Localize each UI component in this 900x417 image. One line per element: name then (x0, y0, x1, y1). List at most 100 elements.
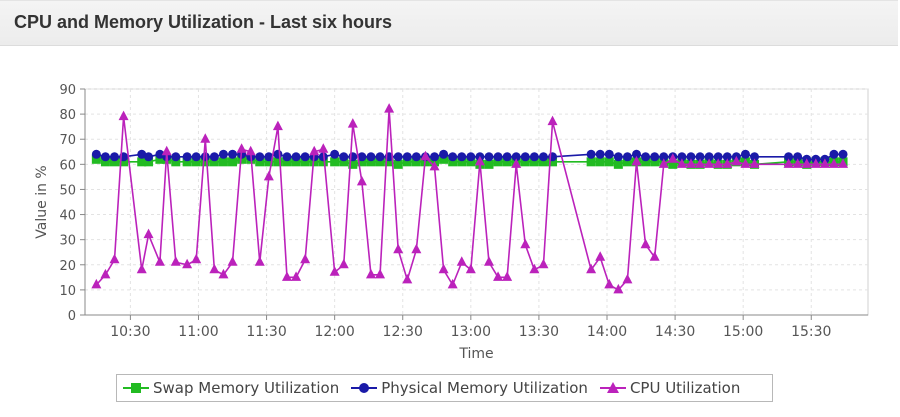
swap-data-point (393, 159, 403, 169)
x-tick-label: 13:00 (451, 324, 491, 340)
swap-data-point (411, 157, 421, 167)
cpu-data-point (91, 278, 102, 289)
cpu-data-point (347, 118, 358, 128)
cpu-data-point (828, 158, 839, 168)
cpu-data-point (272, 120, 283, 131)
cpu-data-point (465, 263, 476, 274)
square-marker-icon (123, 383, 149, 393)
physical-data-point (686, 152, 696, 162)
cpu-data-point (502, 271, 513, 281)
cpu-data-point (329, 266, 340, 276)
swap-data-point (448, 157, 458, 167)
x-tick-label: 11:00 (178, 324, 218, 340)
swap-data-point (228, 157, 238, 167)
cpu-data-point (695, 158, 706, 168)
swap-data-point (595, 157, 605, 167)
physical-data-point (466, 152, 476, 162)
cpu-data-point (838, 158, 849, 168)
swap-data-point (255, 157, 265, 167)
swap-data-point (237, 154, 247, 164)
physical-data-point (722, 152, 732, 162)
cpu-data-point (161, 145, 172, 156)
swap-data-point (182, 157, 192, 167)
physical-data-point (457, 152, 467, 162)
cpu-data-point (792, 158, 803, 168)
cpu-data-point (731, 155, 742, 166)
physical-data-point (348, 152, 358, 162)
physical-data-point (182, 152, 192, 162)
cpu-data-point (704, 158, 715, 168)
cpu-data-point (356, 175, 367, 186)
y-tick-label: 0 (68, 309, 76, 324)
physical-data-point (273, 149, 283, 159)
panel-title: CPU and Memory Utilization - Last six ho… (14, 12, 393, 32)
swap-data-point (622, 157, 632, 167)
cpu-data-point (429, 160, 440, 171)
physical-data-point (511, 152, 521, 162)
physical-data-point (740, 149, 750, 159)
y-tick-label: 50 (59, 183, 76, 198)
physical-data-point (218, 149, 228, 159)
cpu-data-point (281, 271, 292, 281)
cpu-data-point (783, 158, 794, 168)
x-tick-label: 12:30 (383, 324, 423, 340)
x-tick-label: 15:00 (723, 324, 763, 340)
swap-data-point (613, 159, 623, 169)
physical-data-point (750, 152, 760, 162)
chart-legend: Swap Memory Utilization Physical Memory … (116, 374, 773, 402)
x-tick-label: 15:30 (791, 324, 831, 340)
swap-data-point (357, 157, 367, 167)
cpu-data-point (713, 158, 724, 168)
x-tick-label: 10:30 (110, 324, 150, 340)
physical-data-point (793, 152, 803, 162)
cpu-data-point (810, 158, 821, 168)
cpu-data-point (254, 256, 265, 266)
physical-data-point (375, 152, 385, 162)
swap-data-point (384, 157, 394, 167)
cpu-data-point (100, 268, 111, 279)
swap-data-point (209, 157, 219, 167)
physical-data-point (493, 152, 503, 162)
y-tick-label: 80 (59, 108, 76, 123)
physical-data-point (339, 152, 349, 162)
physical-data-point (357, 152, 367, 162)
physical-data-point (502, 152, 512, 162)
physical-data-point (520, 152, 530, 162)
physical-data-point (613, 152, 623, 162)
swap-data-point (339, 157, 349, 167)
swap-data-point (493, 157, 503, 167)
physical-data-point (659, 152, 669, 162)
swap-data-point (375, 157, 385, 167)
x-axis-title: Time (458, 346, 493, 362)
cpu-data-point (483, 256, 494, 266)
physical-data-point (200, 152, 210, 162)
cpu-data-point (245, 145, 256, 156)
physical-data-point (264, 152, 274, 162)
physical-data-point (704, 152, 714, 162)
physical-data-point (713, 152, 723, 162)
swap-data-point (586, 157, 596, 167)
cpu-data-point (622, 273, 633, 284)
physical-data-point (529, 152, 539, 162)
cpu-data-point (667, 153, 678, 163)
cpu-data-point (493, 271, 504, 281)
x-tick-label: 14:00 (587, 324, 627, 340)
cpu-data-point (447, 278, 458, 289)
cpu-data-point (300, 253, 311, 264)
cpu-data-point (474, 155, 485, 166)
swap-data-point (100, 157, 110, 167)
physical-data-point (191, 152, 201, 162)
cpu-data-point (154, 256, 165, 266)
swap-data-point (529, 157, 539, 167)
physical-data-point (228, 149, 238, 159)
physical-data-point (595, 149, 605, 159)
physical-data-point (366, 152, 376, 162)
cpu-data-point (227, 256, 238, 266)
legend-item-physical: Physical Memory Utilization (351, 379, 588, 397)
cpu-data-point (136, 263, 147, 274)
physical-data-point (838, 149, 848, 159)
legend-item-swap: Swap Memory Utilization (123, 379, 339, 397)
swap-data-point (650, 157, 660, 167)
physical-data-point (91, 149, 101, 159)
